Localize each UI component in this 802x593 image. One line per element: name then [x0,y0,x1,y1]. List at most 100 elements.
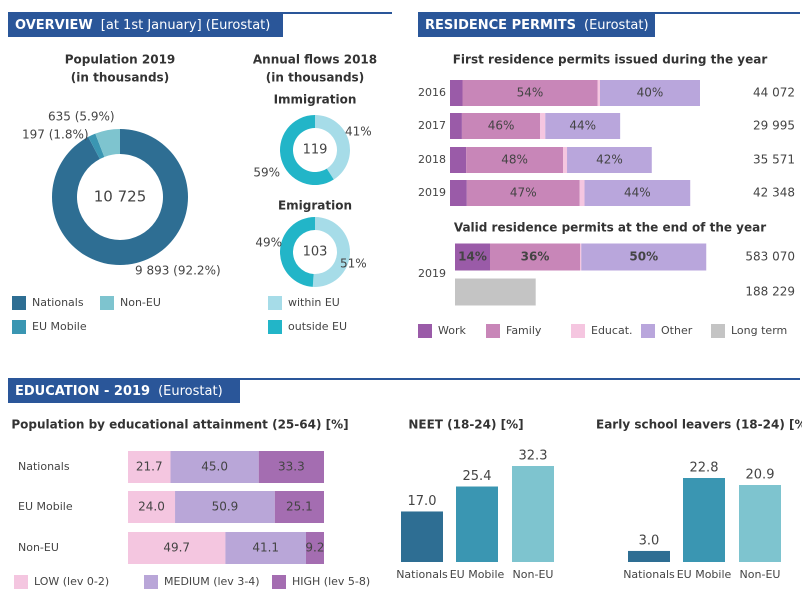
bar-segment [579,180,585,206]
total-label: 44 072 [753,86,795,100]
value-label: 20.9 [746,468,775,483]
category-label: 2017 [418,119,446,132]
section-name: RESIDENCE PERMITS [425,18,576,33]
bar-segment [258,451,324,483]
group-title: Annual flows 2018 [253,53,377,67]
bar-segment [450,80,463,106]
donut-segment [88,133,105,160]
value-label: 54% [517,86,544,100]
bar-segment [580,243,582,271]
value-label: 46% [488,119,515,133]
donut-total: 119 [303,143,328,158]
section-header [418,12,655,37]
section-name: OVERVIEW [15,18,93,33]
legend-swatch [272,575,286,589]
chart-title: Population by educational attainment (25… [11,418,348,432]
chart-title: Immigration [274,93,357,107]
legend-label: Educat. [591,324,633,337]
bar-segment [274,491,324,523]
donut-total: 10 725 [94,188,147,206]
legend-swatch [268,296,282,310]
value-label: 41.1 [252,541,279,555]
bar-segment [305,532,324,564]
total-label: 188 229 [745,285,795,299]
chart-title: Valid residence permits at the end of th… [454,221,766,235]
bar [401,511,443,562]
bar [512,466,554,562]
value-label: 14% [458,250,487,264]
section-note: (Eurostat) [584,18,649,33]
total-label: 583 070 [745,250,795,264]
category-label: Nationals [18,460,70,473]
legend-label: Other [661,324,693,337]
bar-segment [225,532,306,564]
chart-title: First residence permits issued during th… [453,53,768,67]
bar-segment [455,243,490,271]
value-label: 51% [340,257,367,271]
section-header [8,378,240,403]
category-label: Non-EU [513,568,554,581]
value-label: 36% [521,250,550,264]
chart-title: Emigration [278,199,352,213]
value-label: 59% [253,166,280,180]
donut-segment [280,115,334,186]
bar-segment [175,491,275,523]
section-header [8,12,283,37]
legend-swatch [571,324,585,338]
bar [628,550,670,562]
category-label: EU Mobile [18,500,73,513]
legend-swatch [711,324,725,338]
bar-segment [128,451,171,483]
value-label: 44% [624,186,651,200]
section-title: EDUCATION - 2019 (Eurostat) [15,384,223,399]
value-label: 24.0 [138,500,165,514]
legend-label: Work [438,324,466,337]
value-label: 42% [596,153,623,167]
value-label: 9 893 (92.2%) [135,264,221,278]
legend-swatch [268,320,282,334]
value-label: 49% [255,236,282,250]
category-label: Non-EU [18,541,59,554]
legend-label: within EU [288,296,340,309]
bar [739,485,781,562]
bar-segment [170,451,259,483]
bar [683,478,725,562]
legend-label: HIGH (lev 5-8) [292,575,370,588]
category-label: Nationals [396,568,448,581]
category-label: 2019 [418,267,446,280]
legend-swatch [144,575,158,589]
bar-segment [584,180,691,206]
bar-segment [562,147,568,173]
donut-segment [51,129,188,265]
bar-segment [450,180,467,206]
legend-swatch [100,296,114,310]
donut-total: 103 [303,245,328,260]
legend-label: Family [506,324,542,337]
value-label: 32.3 [519,449,548,464]
bar-segment [128,532,226,564]
value-label: 50.9 [212,500,239,514]
legend-swatch [418,324,432,338]
chart-title: Population 2019 [65,53,176,67]
value-label: 48% [501,153,528,167]
bar-segment [461,113,541,139]
value-label: 9.2 [305,541,324,555]
section-note: (Eurostat) [158,384,223,399]
bar-segment [128,491,176,523]
total-label: 35 571 [753,153,795,167]
section-note: [at 1st January] (Eurostat) [101,18,271,33]
category-label: Nationals [623,568,675,581]
category-label: Non-EU [740,568,781,581]
legend-label: Nationals [32,296,84,309]
value-label: 49.7 [163,541,190,555]
value-label: 33.3 [278,460,305,474]
value-label: 21.7 [136,460,163,474]
chart-title: NEET (18-24) [%] [408,418,523,432]
section-title: OVERVIEW [at 1st January] (Eurostat) [15,18,270,33]
bar-segment [581,243,707,271]
legend-label: MEDIUM (lev 3-4) [164,575,260,588]
donut-segment [95,129,120,157]
bar-segment [455,278,536,306]
value-label: 25.4 [463,469,492,484]
value-label: 47% [510,186,537,200]
